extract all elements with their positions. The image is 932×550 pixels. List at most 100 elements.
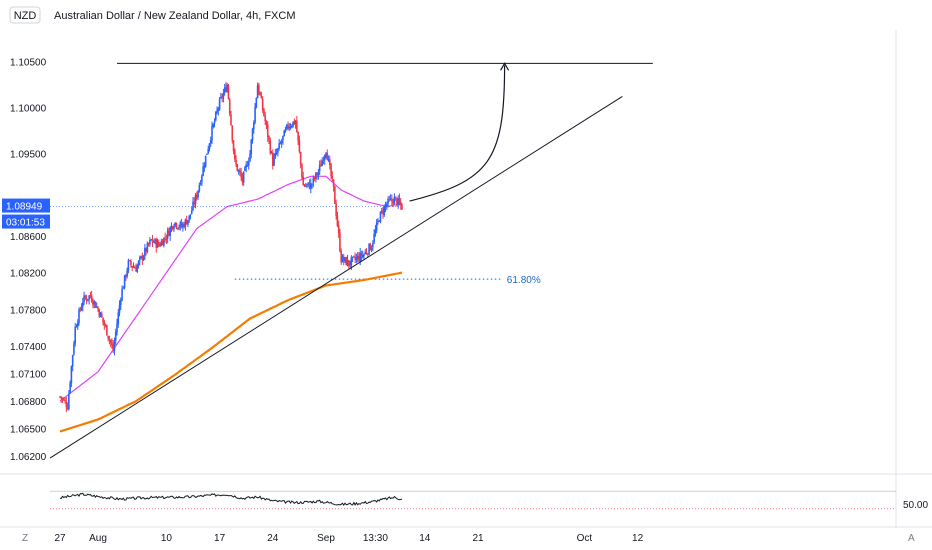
candle-body	[85, 298, 88, 301]
oscillator-line	[59, 492, 403, 507]
candle-body	[141, 255, 144, 261]
candle-body	[109, 339, 112, 343]
countdown-label: 03:01:53	[6, 218, 45, 229]
candle-body	[344, 257, 346, 261]
candle-body	[256, 85, 259, 99]
candle-body	[367, 253, 369, 255]
candle-body	[386, 203, 388, 207]
price-tick-label: 1.06500	[10, 425, 47, 436]
candle-body	[307, 182, 310, 184]
candle-body	[232, 140, 235, 152]
timezone-icon[interactable]: Z	[22, 533, 28, 544]
candle-body	[135, 267, 137, 272]
candle-body	[188, 215, 190, 221]
candle-body	[163, 237, 165, 246]
time-tick-label: 21	[472, 533, 484, 544]
candle-body	[384, 205, 387, 208]
candle-body	[275, 152, 278, 154]
candle-body	[318, 164, 321, 172]
candle-body	[112, 344, 114, 352]
candle-body	[218, 98, 221, 110]
candle-body	[341, 255, 344, 263]
candle-body	[254, 106, 256, 123]
price-axis[interactable]: 1.10500 1.10000 1.09500 1.08600 1.08200 1.078…	[10, 58, 47, 464]
candle-body	[69, 382, 71, 393]
candle-body	[201, 175, 203, 183]
candle-body	[359, 252, 361, 262]
auto-scale-icon[interactable]: A	[908, 533, 915, 544]
candle-body	[142, 256, 145, 261]
candle-body	[196, 194, 198, 198]
candle-body	[152, 241, 155, 243]
current-price-tag: 1.08949 03:01:53	[2, 198, 50, 229]
price-pane[interactable]	[49, 62, 653, 459]
candle-body	[342, 256, 345, 262]
candle-body	[377, 220, 379, 223]
uptrend-line[interactable]	[49, 95, 623, 459]
candle-body	[391, 198, 393, 202]
candle-body	[244, 167, 246, 171]
candle-body	[140, 256, 142, 258]
currency-badge[interactable]	[9, 6, 41, 24]
price-tick-label: 1.08200	[10, 269, 47, 280]
candle-body	[242, 171, 245, 183]
candle-body	[97, 307, 99, 310]
candle-body	[335, 203, 337, 217]
candle-body	[310, 183, 312, 189]
candle-body	[165, 238, 168, 240]
candle-body	[353, 256, 355, 258]
candle-body	[182, 224, 184, 228]
time-tick-label: Oct	[577, 533, 593, 544]
candle-body	[161, 241, 164, 246]
candle-body	[88, 295, 90, 300]
candle-body	[132, 266, 135, 268]
candle-body	[158, 241, 160, 246]
candle-body	[160, 241, 163, 246]
moving-average-short-line	[59, 175, 403, 402]
candle-body	[294, 121, 297, 124]
candle-body	[397, 198, 399, 206]
candle-body	[323, 155, 326, 161]
candle-body	[346, 259, 349, 266]
candle-body	[246, 164, 249, 167]
time-tick-label: 10	[161, 533, 173, 544]
candle-body	[265, 120, 268, 126]
candle-body	[95, 306, 98, 308]
candle-body	[166, 230, 169, 239]
candle-body	[113, 341, 116, 351]
candle-body	[198, 185, 201, 192]
candle-body	[287, 124, 289, 128]
candle-body	[118, 304, 121, 313]
candle-body	[299, 152, 302, 164]
candle-body	[355, 257, 358, 260]
candle-body	[370, 248, 373, 250]
candle-body	[327, 158, 330, 161]
candle-body	[241, 176, 244, 182]
projection-arrow[interactable]	[409, 65, 506, 202]
candle-body	[235, 159, 237, 165]
candle-body	[103, 321, 106, 326]
oscillator-mid-label: 50.00	[903, 500, 928, 511]
candle-body	[101, 313, 103, 318]
candle-body	[131, 265, 133, 268]
time-axis[interactable]: 27 Aug 10 17 24 Sep 13:30 14 21 Oct 12	[54, 533, 643, 544]
candle-body	[106, 325, 108, 336]
price-tick-label: 1.10000	[10, 103, 47, 114]
candle-body	[389, 198, 392, 200]
candle-body	[202, 166, 204, 176]
candle-body	[187, 220, 189, 225]
candle-body	[213, 121, 216, 124]
candle-body	[151, 238, 154, 243]
candle-body	[102, 317, 104, 322]
candle-body	[121, 288, 123, 301]
candle-body	[145, 247, 147, 252]
candle-body	[170, 225, 173, 229]
oscillator-pane[interactable]	[50, 490, 896, 510]
candle-body	[363, 254, 365, 256]
candle-body	[179, 222, 182, 227]
candle-body	[288, 127, 291, 129]
candle-body	[65, 401, 68, 408]
candle-body	[184, 219, 187, 228]
candle-body	[175, 223, 178, 228]
candle-body	[80, 306, 83, 311]
